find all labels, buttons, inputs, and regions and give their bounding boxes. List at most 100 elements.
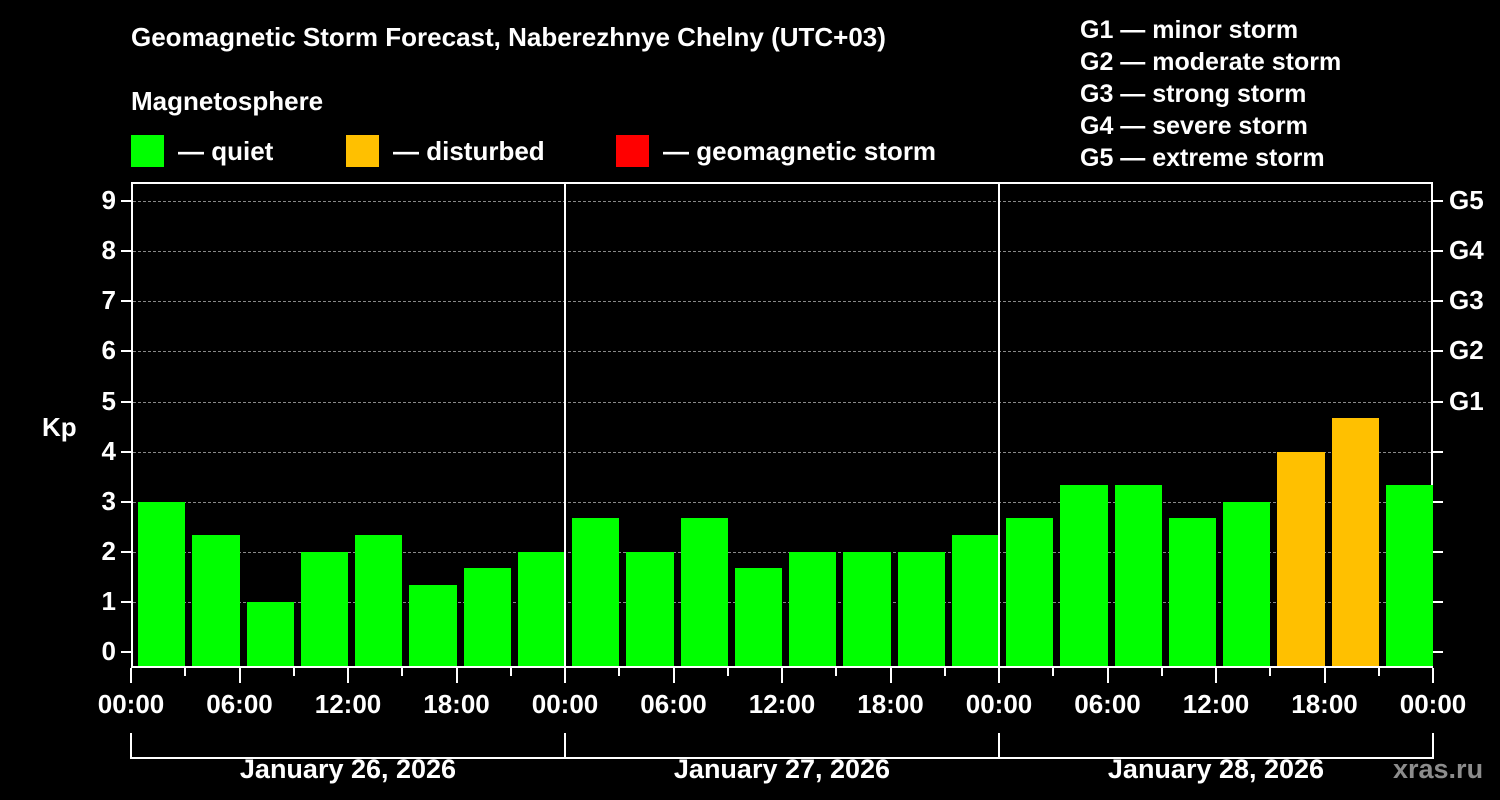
x-tick-major bbox=[130, 668, 132, 683]
legend-disturbed-label: — disturbed bbox=[393, 135, 545, 166]
gridline bbox=[133, 301, 1431, 303]
kp-bar bbox=[897, 551, 945, 666]
g-level-label: G4 bbox=[1449, 235, 1484, 266]
kp-bar bbox=[626, 551, 674, 666]
x-tick-label: 00:00 bbox=[97, 689, 165, 719]
gridline bbox=[133, 401, 1431, 403]
kp-bar bbox=[355, 535, 403, 666]
gridline bbox=[133, 601, 1431, 603]
disturbed-swatch-icon bbox=[346, 135, 379, 167]
x-tick-label: 06:00 bbox=[206, 689, 273, 719]
gridline bbox=[133, 501, 1431, 503]
y-tick bbox=[121, 250, 131, 253]
storm-swatch-icon bbox=[616, 135, 649, 167]
y-tick-label: 6 bbox=[101, 335, 116, 366]
y-tick bbox=[121, 500, 131, 503]
y-tick-label: 2 bbox=[101, 535, 116, 566]
y-tick-label: 0 bbox=[101, 636, 116, 666]
x-tick-label: 00:00 bbox=[1399, 689, 1467, 719]
gridline bbox=[133, 251, 1431, 253]
x-tick-major bbox=[1215, 668, 1217, 683]
plot-area bbox=[131, 182, 1433, 668]
x-tick-major bbox=[455, 668, 458, 683]
kp-bar bbox=[138, 501, 186, 666]
y-tick-label: 7 bbox=[101, 285, 116, 316]
y-tick bbox=[121, 600, 131, 603]
x-tick-label: 18:00 bbox=[857, 689, 924, 719]
gridline bbox=[133, 351, 1431, 353]
date-bracket-tick bbox=[564, 733, 566, 759]
kp-bar bbox=[951, 535, 999, 666]
kp-bar bbox=[246, 601, 294, 666]
y-tick-label: 5 bbox=[101, 385, 116, 416]
x-tick-label: 18:00 bbox=[423, 689, 490, 719]
kp-bar bbox=[789, 551, 837, 666]
x-tick-minor bbox=[618, 668, 621, 676]
kp-bar bbox=[1168, 518, 1216, 666]
x-tick-major bbox=[238, 668, 241, 683]
x-tick-label: 12:00 bbox=[748, 689, 816, 719]
y-tick bbox=[121, 550, 131, 553]
y-tick-right bbox=[1433, 400, 1443, 403]
kp-bar bbox=[1277, 451, 1325, 666]
legend-storm: — geomagnetic storm bbox=[616, 135, 936, 167]
x-tick-major bbox=[998, 668, 1000, 683]
legend-storm-label: — geomagnetic storm bbox=[663, 135, 937, 166]
y-tick bbox=[121, 651, 131, 653]
kp-bar bbox=[409, 585, 457, 666]
y-tick-right bbox=[1433, 300, 1443, 303]
g-scale-legend: G1 — minor storm G2 — moderate storm G3 … bbox=[1080, 14, 1341, 174]
y-tick-label: 4 bbox=[101, 435, 116, 466]
g5-legend: G5 — extreme storm bbox=[1080, 144, 1325, 172]
x-tick-minor bbox=[1160, 668, 1163, 676]
date-bracket bbox=[131, 757, 1433, 759]
x-tick-minor bbox=[509, 668, 512, 676]
date-label: January 26, 2026 bbox=[239, 754, 457, 784]
x-tick-label: 00:00 bbox=[531, 689, 599, 719]
g-level-label: G1 bbox=[1449, 385, 1484, 416]
y-tick-right bbox=[1433, 450, 1443, 453]
kp-bar bbox=[572, 518, 620, 666]
x-tick-major bbox=[781, 668, 783, 683]
gridline bbox=[133, 551, 1431, 553]
y-tick-label: 9 bbox=[101, 185, 116, 216]
chart-title: Geomagnetic Storm Forecast, Naberezhnye … bbox=[131, 22, 886, 52]
x-tick-major bbox=[347, 668, 349, 683]
kp-bar bbox=[1331, 418, 1379, 666]
y-tick-right bbox=[1433, 200, 1443, 203]
date-label: January 28, 2026 bbox=[1107, 754, 1325, 784]
date-bracket-tick bbox=[130, 733, 132, 759]
legend-disturbed: — disturbed bbox=[346, 135, 545, 167]
gridline bbox=[133, 451, 1431, 453]
y-tick-right bbox=[1433, 350, 1443, 353]
date-bracket-tick bbox=[1432, 733, 1434, 759]
g4-legend: G4 — severe storm bbox=[1080, 112, 1308, 140]
legend-quiet: — quiet bbox=[131, 135, 273, 167]
kp-bar bbox=[300, 551, 348, 666]
kp-bar bbox=[1385, 485, 1433, 666]
gridline bbox=[133, 201, 1431, 203]
y-tick-label: 3 bbox=[101, 485, 116, 516]
y-axis-label: Kp bbox=[42, 412, 77, 442]
g-level-label: G3 bbox=[1449, 285, 1484, 316]
x-tick-minor bbox=[401, 668, 404, 676]
kp-bar bbox=[680, 518, 728, 666]
x-tick-major bbox=[564, 668, 566, 683]
kp-bar bbox=[1114, 485, 1162, 666]
legend-quiet-label: — quiet bbox=[178, 135, 274, 166]
kp-bar bbox=[843, 551, 891, 666]
kp-bar bbox=[517, 551, 565, 666]
x-tick-major bbox=[889, 668, 892, 683]
g1-legend: G1 — minor storm bbox=[1080, 16, 1299, 44]
x-tick-minor bbox=[1052, 668, 1055, 676]
y-tick bbox=[121, 200, 131, 203]
y-tick-right bbox=[1433, 250, 1443, 253]
date-bracket-tick bbox=[998, 733, 1000, 759]
x-tick-minor bbox=[1377, 668, 1380, 676]
x-tick-label: 06:00 bbox=[1074, 689, 1141, 719]
kp-bar bbox=[1223, 501, 1271, 666]
date-label: January 27, 2026 bbox=[673, 754, 891, 784]
y-tick bbox=[121, 450, 131, 453]
x-tick-label: 12:00 bbox=[314, 689, 382, 719]
x-tick-major bbox=[1432, 668, 1434, 683]
